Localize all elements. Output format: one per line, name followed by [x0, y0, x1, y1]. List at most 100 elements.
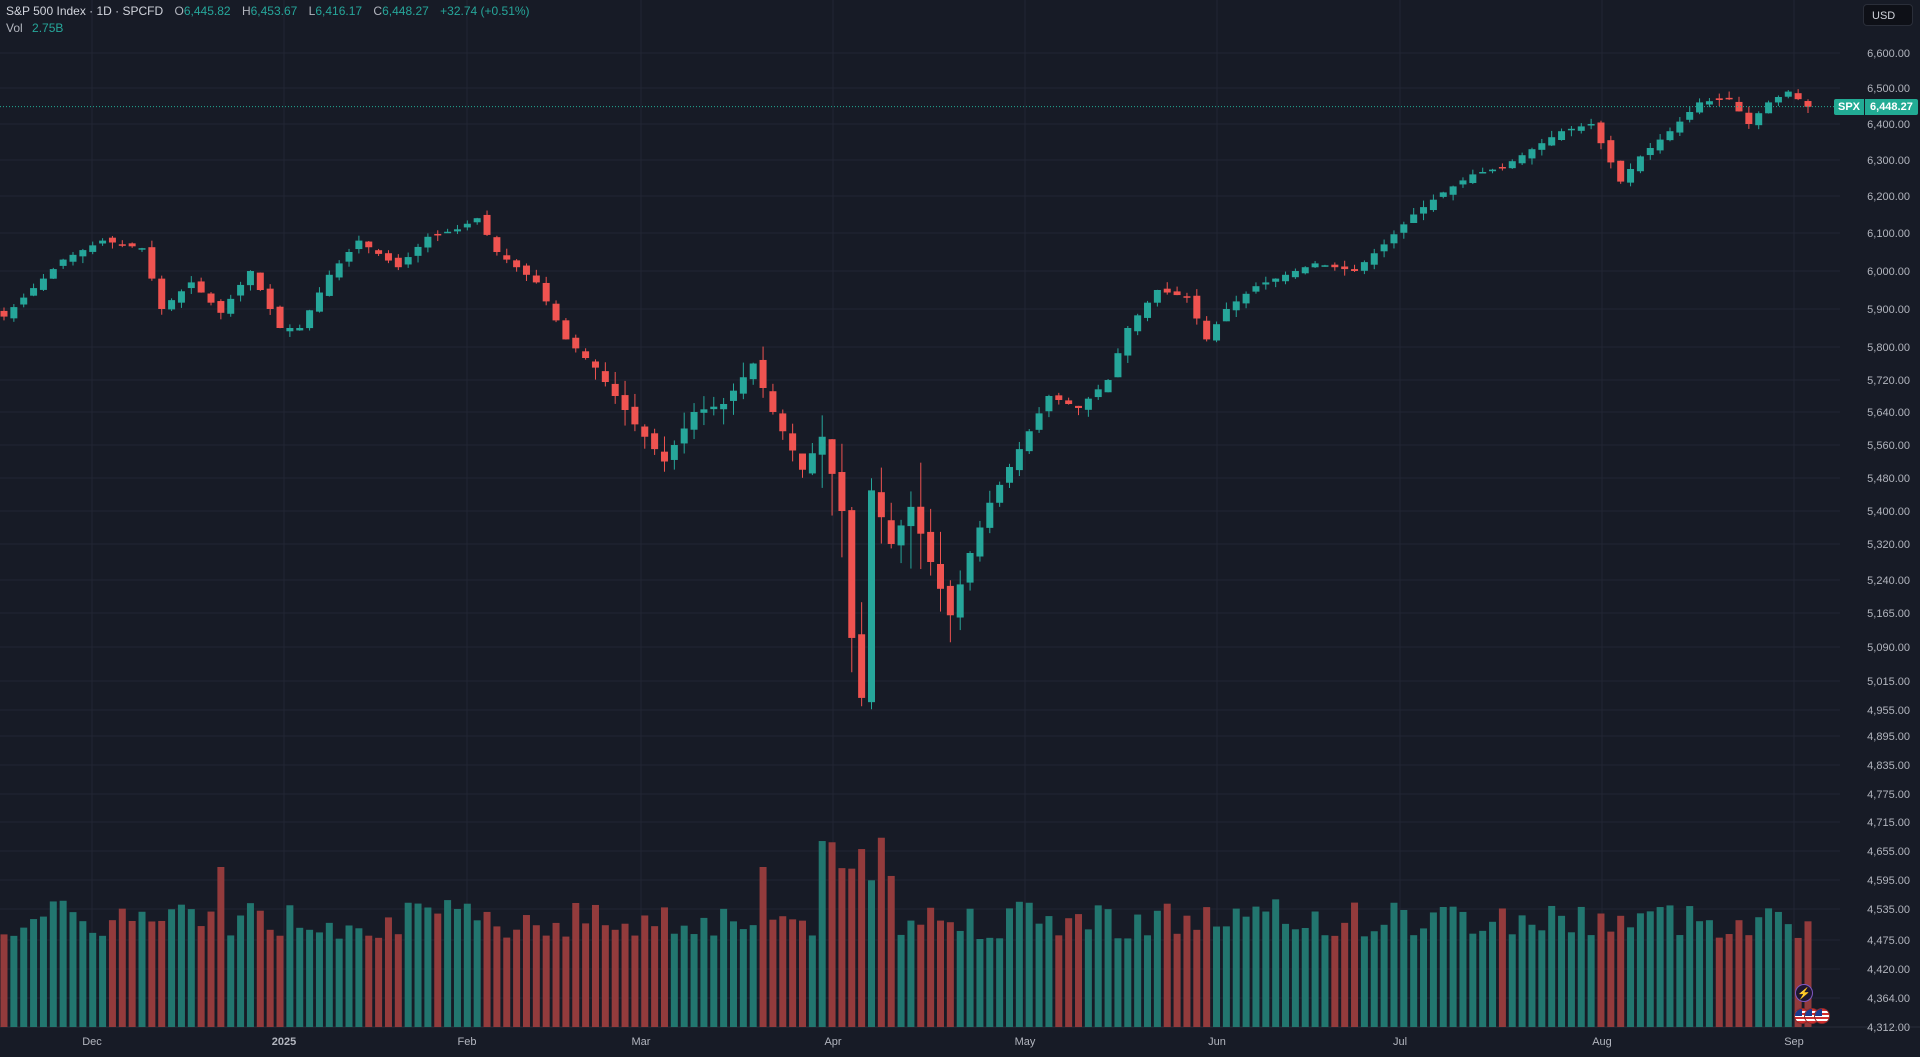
candle-body: [1558, 131, 1566, 140]
volume-bar: [375, 937, 383, 1027]
volume-bar: [532, 925, 540, 1027]
volume-bar: [562, 936, 570, 1027]
legend-open-label: O: [174, 4, 184, 18]
volume-bar: [1479, 930, 1487, 1027]
candle-body: [1725, 97, 1733, 100]
volume-bar: [1114, 938, 1122, 1027]
volume-bar: [1360, 936, 1368, 1027]
volume-bar: [700, 917, 708, 1027]
legend-low-label: L: [308, 4, 316, 18]
volume-bar: [1213, 926, 1221, 1027]
event-flags[interactable]: [1794, 1008, 1830, 1024]
candle-body: [591, 361, 599, 368]
volume-bar: [828, 842, 836, 1027]
lightning-icon[interactable]: ⚡: [1795, 984, 1813, 1002]
candle-body: [1656, 139, 1664, 151]
volume-bar: [877, 837, 885, 1027]
volume-bar: [1429, 912, 1437, 1027]
volume-bar: [1232, 908, 1240, 1027]
candle-body: [1597, 122, 1605, 144]
volume-bar: [1676, 935, 1684, 1027]
volume-bar: [1774, 911, 1782, 1027]
legend-close-label: C: [373, 4, 383, 18]
volume-bar: [572, 902, 580, 1027]
volume-bar: [1666, 905, 1674, 1027]
volume-bar: [1370, 931, 1378, 1027]
candle-body: [1429, 199, 1437, 211]
volume-bar: [325, 922, 333, 1027]
volume-bars: [0, 837, 1812, 1027]
candle-body: [611, 383, 619, 396]
volume-bar: [1696, 921, 1704, 1027]
volume-bar: [1410, 935, 1418, 1027]
y-tick-label: 4,595.00: [1867, 875, 1910, 887]
volume-bar: [128, 920, 136, 1027]
candle-body: [217, 301, 225, 313]
currency-button[interactable]: USD: [1863, 4, 1913, 26]
x-tick-label: Jul: [1393, 1036, 1407, 1048]
chart-legend: S&P 500 Index · 1D · SPCFD O6,445.82 H6,…: [6, 4, 530, 36]
legend-high-label: H: [241, 4, 251, 18]
candle-body: [118, 244, 126, 246]
candle-body: [838, 472, 846, 511]
volume-bar: [1755, 917, 1763, 1027]
candle-body: [818, 436, 826, 455]
volume-bar: [1597, 913, 1605, 1027]
volume-bar: [1508, 934, 1516, 1027]
candle-body: [148, 247, 156, 279]
candle-body: [1045, 396, 1053, 412]
candle-body: [769, 391, 777, 412]
candle-body: [1222, 309, 1230, 322]
us-flag-icon[interactable]: [1814, 1008, 1830, 1024]
candle-body: [1193, 295, 1201, 319]
y-tick-label: 4,364.00: [1867, 993, 1910, 1005]
volume-bar: [1498, 908, 1506, 1027]
candle-body: [108, 237, 116, 243]
candle-body: [99, 240, 107, 244]
candle-body: [1183, 296, 1191, 298]
y-tick-label: 5,480.00: [1867, 473, 1910, 485]
candle-body: [779, 413, 787, 432]
y-tick-label: 4,775.00: [1867, 789, 1910, 801]
candle-body: [473, 218, 481, 223]
volume-bar: [1075, 914, 1083, 1027]
candle-body: [1163, 288, 1171, 293]
volume-bar: [118, 908, 126, 1027]
candle-body: [1252, 286, 1260, 292]
candle-body: [30, 288, 38, 296]
volume-bar: [601, 925, 609, 1027]
candle-body: [789, 433, 797, 451]
volume-bar: [315, 932, 323, 1027]
candle-body: [1094, 389, 1102, 398]
volume-bar: [1607, 931, 1615, 1027]
candle-body: [1479, 172, 1487, 174]
candle-body: [1400, 224, 1408, 233]
candle-body: [887, 520, 895, 544]
candle-body: [927, 531, 935, 562]
volume-bar: [1104, 909, 1112, 1027]
volume-bar: [453, 908, 461, 1027]
volume-bar: [1538, 930, 1546, 1027]
candle-body: [1607, 140, 1615, 163]
volume-bar: [1469, 933, 1477, 1027]
y-tick-label: 4,955.00: [1867, 705, 1910, 717]
volume-bar: [1183, 915, 1191, 1027]
volume-bar: [631, 935, 639, 1027]
volume-bar: [1193, 929, 1201, 1027]
last-price-tag: SPX 6,448.27: [1834, 98, 1918, 115]
volume-bar: [1272, 899, 1280, 1027]
candle-body: [1489, 169, 1497, 172]
candle-body: [996, 484, 1004, 503]
candle-body: [631, 406, 639, 425]
y-tick-label: 6,600.00: [1867, 48, 1910, 60]
candle-body: [1213, 324, 1221, 341]
candle-body: [641, 426, 649, 437]
candle-body: [237, 284, 245, 296]
candle-body: [1380, 244, 1388, 252]
volume-bar: [1331, 935, 1339, 1027]
candle-body: [197, 281, 205, 293]
candle-body: [1715, 98, 1723, 100]
volume-bar: [1715, 937, 1723, 1027]
x-tick-label: Mar: [632, 1036, 651, 1048]
